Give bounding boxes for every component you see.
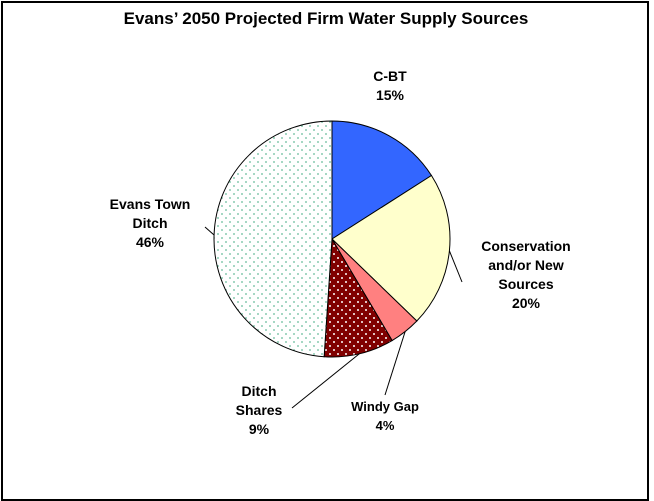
- slice-label-evans-town-ditch: Evans Town Ditch 46%: [85, 195, 215, 252]
- slice-value-evans-town-ditch: 46%: [135, 234, 165, 250]
- slice-label-ditch-shares: Ditch Shares 9%: [224, 382, 294, 439]
- slice-name-ditch-shares-line1: Ditch: [241, 383, 277, 399]
- slice-name-evans-town-ditch-line1: Evans Town: [109, 196, 191, 212]
- slice-name-evans-town-ditch-line2: Ditch: [132, 215, 168, 231]
- slice-name-windy-gap: Windy Gap: [351, 399, 419, 414]
- slice-name-conservation-line2: and/or New: [488, 257, 564, 273]
- leader-lines: [204, 226, 463, 409]
- chart-title: Evans’ 2050 Projected Firm Water Supply …: [123, 9, 529, 28]
- pie-slice-evans-town-ditch: [213, 120, 333, 358]
- slice-value-c-bt: 15%: [375, 87, 405, 103]
- slice-label-windy-gap: Windy Gap 4%: [340, 397, 430, 435]
- leader-line-evans-town-ditch: [204, 226, 215, 236]
- slice-value-ditch-shares: 9%: [248, 421, 270, 437]
- pie-slices: [213, 120, 451, 358]
- leader-line-ditch-shares: [291, 353, 360, 409]
- slice-label-c-bt: C-BT 15%: [355, 67, 425, 105]
- pie-slice-c-bt: [331, 120, 433, 240]
- slice-name-conservation-line3: Sources: [498, 276, 554, 292]
- leader-line-conservation-and-or-new-sources: [448, 250, 463, 283]
- slice-name-conservation-line1: Conservation: [481, 238, 571, 254]
- slice-name-c-bt: C-BT: [373, 68, 407, 84]
- pie-chart: [204, 120, 463, 409]
- slice-value-windy-gap: 4%: [375, 418, 395, 433]
- slice-name-ditch-shares-line2: Shares: [235, 402, 283, 418]
- slice-value-conservation: 20%: [511, 295, 541, 311]
- leader-line-windy-gap: [384, 331, 406, 396]
- slice-label-conservation: Conservation and/or New Sources 20%: [466, 237, 586, 313]
